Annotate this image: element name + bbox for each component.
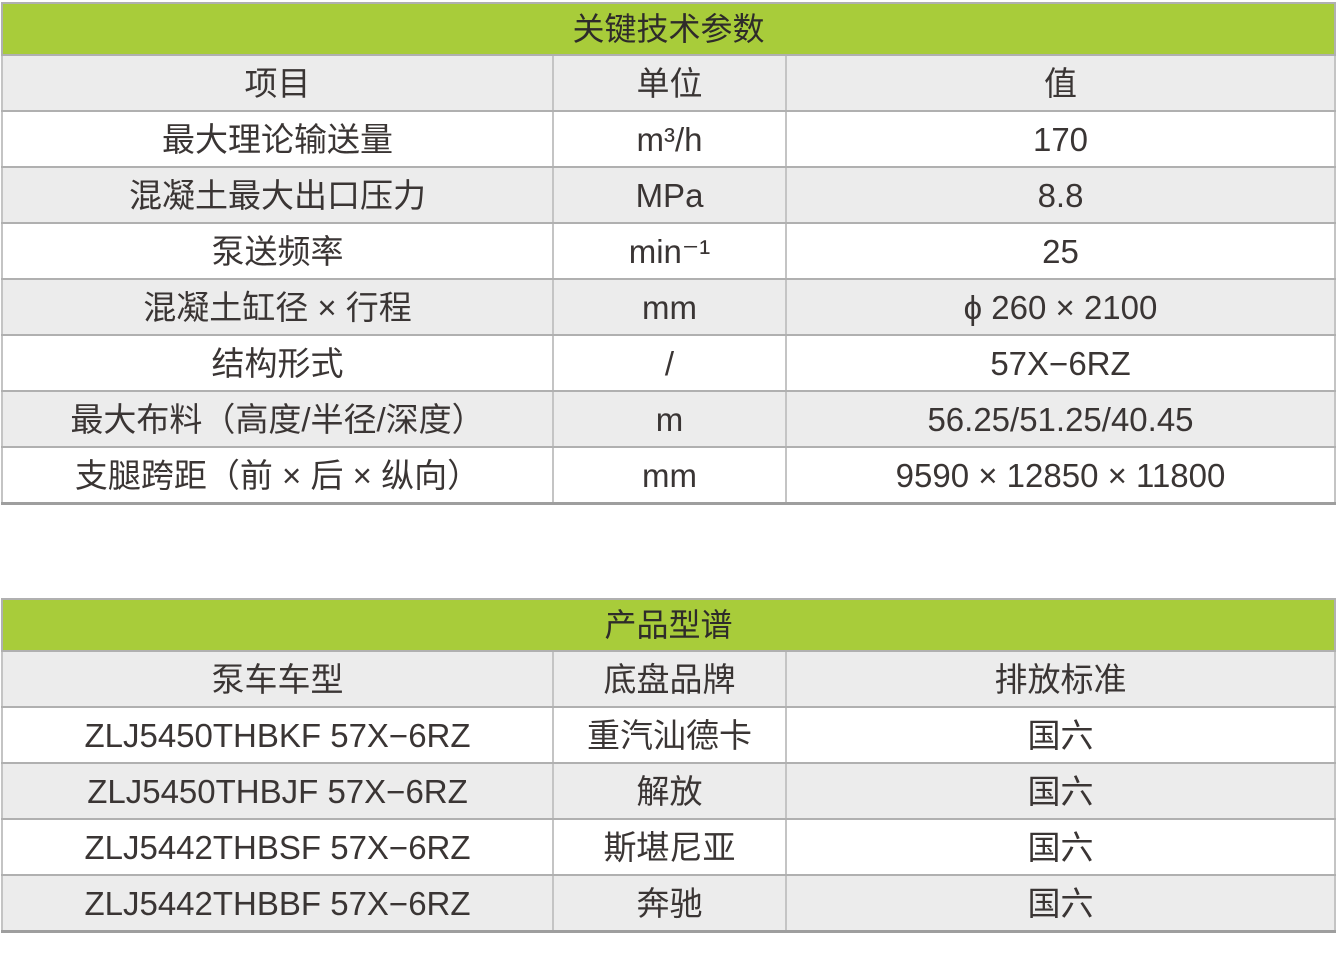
table-title-row: 关键技术参数	[1, 2, 1336, 56]
column-header-emission-standard: 排放标准	[784, 650, 1336, 708]
table-cell-unit: MPa	[552, 166, 787, 224]
table-cell-unit: m	[552, 390, 787, 448]
table-row: 泵送频率 min⁻¹ 25	[1, 222, 1336, 280]
table-cell-value: ϕ 260 × 2100	[785, 278, 1336, 336]
table-row: ZLJ5450THBJF 57X−6RZ 解放 国六	[1, 762, 1336, 820]
table-cell-value: 25	[785, 222, 1336, 280]
column-header-chassis-brand: 底盘品牌	[552, 650, 787, 708]
table-cell-unit: mm	[552, 446, 787, 505]
table-row: 最大理论输送量 m³/h 170	[1, 110, 1336, 168]
table-cell-emission: 国六	[784, 762, 1336, 820]
table-cell-emission: 国六	[784, 706, 1336, 764]
product-spectrum-table: 产品型谱 泵车车型 底盘品牌 排放标准 ZLJ5450THBKF 57X−6RZ…	[0, 598, 1336, 933]
table-cell-unit: m³/h	[552, 110, 787, 168]
key-parameters-table: 关键技术参数 项目 单位 值 最大理论输送量 m³/h 170 混凝土最大出口压…	[1, 2, 1336, 505]
table-title: 产品型谱	[0, 598, 1336, 652]
table-cell-item: 支腿跨距（前 × 后 × 纵向）	[1, 446, 554, 505]
table-row: ZLJ5442THBBF 57X−6RZ 奔驰 国六	[1, 874, 1336, 933]
table-cell-item: 最大布料（高度/半径/深度）	[1, 390, 554, 448]
table-cell-value: 56.25/51.25/40.45	[785, 390, 1336, 448]
column-header-item: 项目	[1, 54, 554, 112]
table-cell-model: ZLJ5450THBKF 57X−6RZ	[1, 706, 554, 764]
table-cell-brand: 解放	[552, 762, 787, 820]
table-cell-emission: 国六	[784, 818, 1336, 876]
table-cell-model: ZLJ5442THBBF 57X−6RZ	[1, 874, 554, 933]
table-cell-model: ZLJ5450THBJF 57X−6RZ	[1, 762, 554, 820]
table-title-row: 产品型谱	[0, 598, 1336, 652]
table-cell-unit: /	[552, 334, 787, 392]
table-row: ZLJ5450THBKF 57X−6RZ 重汽汕德卡 国六	[1, 706, 1336, 764]
table-cell-item: 混凝土缸径 × 行程	[1, 278, 554, 336]
table-cell-value: 8.8	[785, 166, 1336, 224]
column-header-value: 值	[785, 54, 1336, 112]
table-row: 支腿跨距（前 × 后 × 纵向） mm 9590 × 12850 × 11800	[1, 446, 1336, 505]
table-title: 关键技术参数	[1, 2, 1336, 56]
table-cell-brand: 奔驰	[552, 874, 787, 933]
column-header-truck-model: 泵车车型	[1, 650, 554, 708]
column-header-unit: 单位	[552, 54, 787, 112]
table-row: 混凝土最大出口压力 MPa 8.8	[1, 166, 1336, 224]
table-cell-item: 泵送频率	[1, 222, 554, 280]
table-cell-emission: 国六	[784, 874, 1336, 933]
table-row: 最大布料（高度/半径/深度） m 56.25/51.25/40.45	[1, 390, 1336, 448]
table-cell-item: 最大理论输送量	[1, 110, 554, 168]
table-cell-value: 170	[785, 110, 1336, 168]
table-cell-unit: min⁻¹	[552, 222, 787, 280]
table-row: 混凝土缸径 × 行程 mm ϕ 260 × 2100	[1, 278, 1336, 336]
table-header-row: 泵车车型 底盘品牌 排放标准	[1, 650, 1336, 708]
table-row: 结构形式 / 57X−6RZ	[1, 334, 1336, 392]
table-header-row: 项目 单位 值	[1, 54, 1336, 112]
table-cell-value: 57X−6RZ	[785, 334, 1336, 392]
table-cell-brand: 斯堪尼亚	[552, 818, 787, 876]
table-cell-brand: 重汽汕德卡	[552, 706, 787, 764]
table-cell-item: 混凝土最大出口压力	[1, 166, 554, 224]
table-cell-model: ZLJ5442THBSF 57X−6RZ	[1, 818, 554, 876]
table-cell-value: 9590 × 12850 × 11800	[785, 446, 1336, 505]
table-row: ZLJ5442THBSF 57X−6RZ 斯堪尼亚 国六	[1, 818, 1336, 876]
table-cell-unit: mm	[552, 278, 787, 336]
table-cell-item: 结构形式	[1, 334, 554, 392]
